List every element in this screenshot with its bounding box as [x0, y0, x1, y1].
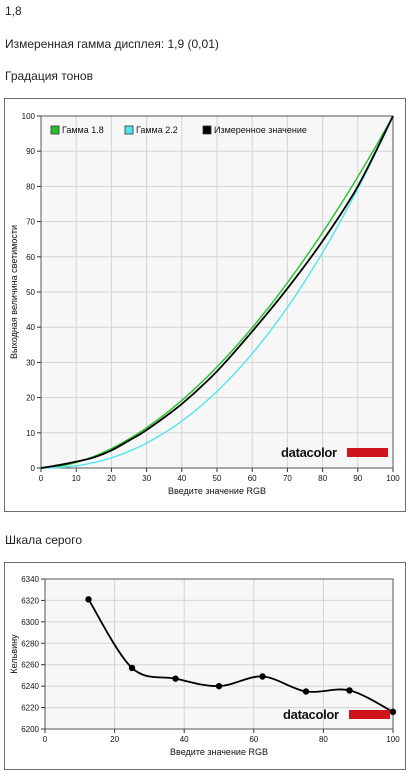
tone-series-line-2: [40, 115, 394, 469]
datacolor-logo: datacolor: [281, 445, 337, 460]
tone-legend-swatch-3: [202, 125, 212, 135]
gray-plot-area: [45, 579, 393, 729]
tone-y-tick-label: 60: [26, 253, 35, 262]
tone-y-tick-label: 0: [31, 464, 36, 473]
tone-y-tick-label: 80: [26, 182, 35, 191]
tone-x-tick-label: 0: [39, 474, 44, 483]
gray-data-point: [172, 675, 179, 682]
tone-chart-panel: 0 10 20 30 40 50 60 70 80 90 100 0 10 20 30 40 50 60 70 80 9…: [4, 98, 406, 512]
gray-y-tick-label: 6240: [21, 682, 39, 691]
gray-data-point: [302, 688, 310, 695]
tone-x-tick-label: 50: [213, 474, 222, 483]
gray-y-tick-label: 6260: [21, 661, 39, 670]
tone-y-tick-label: 50: [26, 288, 35, 297]
tone-x-tick-label: 100: [386, 474, 400, 483]
gray-x-tick-label: 20: [110, 735, 119, 744]
gray-data-point: [128, 664, 136, 672]
tone-y-tick-label: 30: [26, 358, 35, 367]
tone-plot-border: [40, 115, 394, 469]
tone-y-axis-label: Выходная величина светимости: [9, 225, 19, 359]
tone-x-tick-label: 60: [248, 474, 257, 483]
gray-chart: 0 20 40 60 80 100 6200 6220 6240 6260 6280 6300 6320…: [9, 575, 400, 757]
gray-x-tick-label: 40: [180, 735, 189, 744]
tone-legend-label-2: Гамма 2.2: [136, 125, 178, 135]
gray-y-tick-label: 6200: [21, 725, 39, 734]
gray-x-tick-label: 100: [386, 735, 400, 744]
tone-y-tick-label: 70: [26, 218, 35, 227]
tone-y-tick-label: 100: [22, 112, 36, 121]
gray-data-point: [389, 708, 397, 716]
gamma-value: 1,8: [5, 4, 22, 18]
tone-section-title: Градация тонов: [5, 69, 93, 83]
gray-x-axis-label: Введите значение RGB: [170, 747, 268, 757]
tone-x-tick-label: 40: [177, 474, 186, 483]
tone-x-tick-label: 30: [142, 474, 151, 483]
tone-chart: 0 10 20 30 40 50 60 70 80 90 100 0 10 20 30 40 50 60 70 80 9…: [9, 112, 400, 496]
tone-x-tick-label: 90: [353, 474, 362, 483]
gray-data-point: [85, 596, 92, 603]
tone-y-tick-label: 40: [26, 323, 35, 332]
tone-x-tick-label: 20: [107, 474, 116, 483]
tone-series-line-1: [40, 115, 394, 469]
gray-x-tick-label: 0: [43, 735, 48, 744]
tone-legend-swatch-1: [50, 125, 60, 135]
tone-x-tick-label: 70: [283, 474, 292, 483]
gray-y-tick-label: 6220: [21, 704, 39, 713]
tone-y-tick-label: 10: [26, 429, 35, 438]
tone-y-tick-label: 90: [26, 147, 35, 156]
gray-y-tick-label: 6340: [21, 575, 39, 584]
gray-data-point: [259, 673, 266, 680]
datacolor-logo-bar: [349, 710, 390, 719]
gray-section-title: Шкала серого: [5, 533, 83, 547]
gray-x-tick-label: 60: [249, 735, 258, 744]
tone-x-tick-label: 80: [318, 474, 327, 483]
gray-y-axis-label: Кельвину: [9, 634, 19, 674]
tone-legend-swatch-2: [124, 125, 134, 135]
datacolor-logo-bar: [347, 448, 388, 457]
gray-plot-border: [44, 578, 394, 730]
tone-legend-label-3: Измеренное значение: [214, 125, 307, 135]
gray-y-tick-label: 6320: [21, 596, 39, 605]
gray-data-point: [346, 687, 353, 694]
tone-series-line-3: [40, 115, 394, 469]
tone-y-tick-label: 20: [26, 394, 35, 403]
measured-gamma-text: Измеренная гамма дисплея: 1,9 (0,01): [5, 37, 219, 51]
tone-legend-label-1: Гамма 1.8: [62, 125, 104, 135]
gray-y-tick-label: 6280: [21, 639, 39, 648]
gray-chart-panel: 0 20 40 60 80 100 6200 6220 6240 6260 6280 6300 6320…: [4, 562, 406, 770]
gray-data-point: [215, 682, 223, 690]
tone-x-tick-label: 10: [72, 474, 81, 483]
gray-x-tick-label: 80: [319, 735, 328, 744]
datacolor-logo: datacolor: [283, 707, 339, 722]
gray-y-tick-label: 6300: [21, 618, 39, 627]
tone-x-axis-label: Введите значение RGB: [168, 486, 266, 496]
